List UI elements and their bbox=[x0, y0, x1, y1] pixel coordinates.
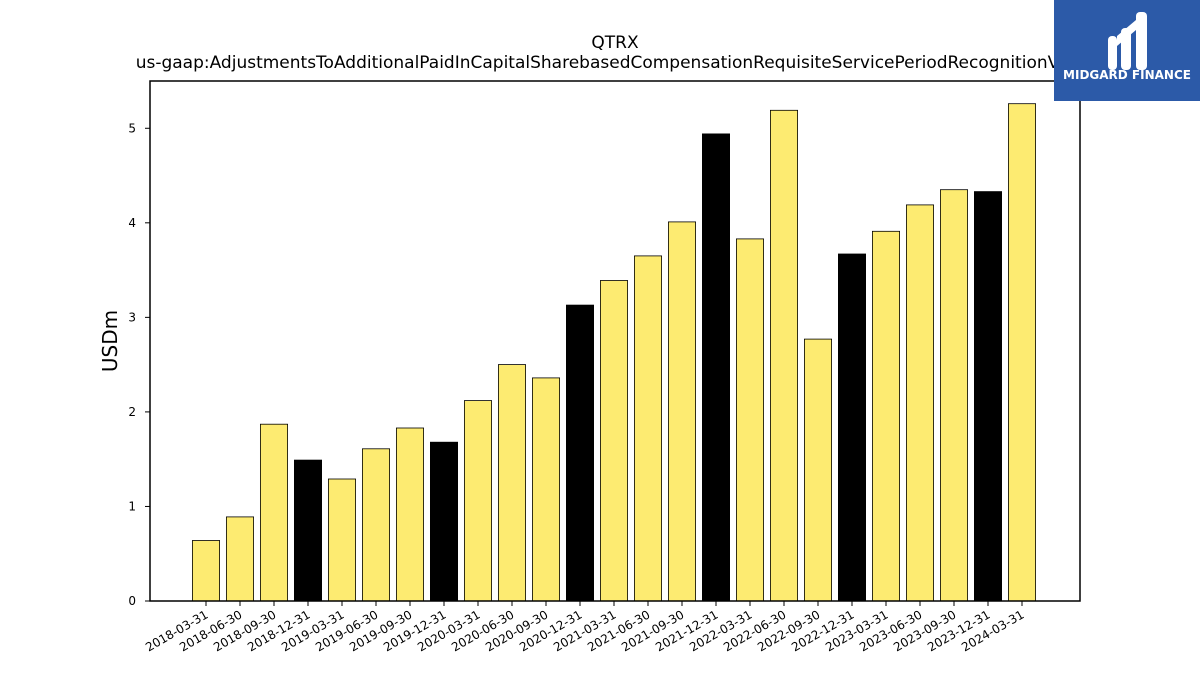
y-tick-label: 1 bbox=[128, 499, 136, 513]
bar bbox=[906, 204, 935, 602]
bar bbox=[225, 516, 254, 602]
bar bbox=[497, 364, 526, 602]
bar bbox=[429, 441, 458, 602]
y-tick-label: 0 bbox=[128, 594, 136, 608]
bar bbox=[532, 377, 561, 602]
y-axis-ticks: 0 1 2 3 4 5 bbox=[128, 121, 150, 608]
bar bbox=[974, 191, 1003, 602]
bar bbox=[736, 238, 765, 602]
bar bbox=[702, 133, 731, 602]
y-tick-label: 5 bbox=[128, 121, 136, 135]
logo-mark-icon bbox=[1108, 12, 1147, 70]
bar bbox=[566, 304, 595, 602]
bar bbox=[940, 189, 969, 602]
bar bbox=[191, 540, 220, 602]
bar bbox=[838, 253, 867, 602]
bar bbox=[668, 221, 697, 602]
chart-title: QTRX bbox=[591, 33, 639, 53]
y-tick-label: 4 bbox=[128, 216, 136, 230]
y-tick-label: 2 bbox=[128, 405, 136, 419]
bars bbox=[191, 103, 1037, 602]
bar bbox=[361, 448, 390, 602]
bar bbox=[770, 109, 799, 602]
brand-logo: MIDGARD FINANCE bbox=[1054, 0, 1200, 101]
y-axis-label: USDm bbox=[98, 310, 122, 372]
bar bbox=[259, 423, 288, 602]
bar bbox=[293, 459, 322, 602]
bar bbox=[327, 478, 356, 602]
plot-frame bbox=[149, 80, 1081, 602]
logo-text: MIDGARD FINANCE bbox=[1063, 68, 1191, 82]
bar bbox=[600, 280, 629, 602]
x-axis-ticks: 2018-03-312018-06-302018-09-302018-12-31… bbox=[143, 601, 1027, 654]
y-tick-label: 3 bbox=[128, 310, 136, 324]
bar bbox=[634, 255, 663, 602]
bar bbox=[395, 427, 424, 602]
bar bbox=[872, 230, 901, 602]
chart-subtitle: us-gaap:AdjustmentsToAdditionalPaidInCap… bbox=[136, 53, 1095, 73]
bar bbox=[1008, 103, 1037, 602]
bar bbox=[804, 338, 833, 602]
bar bbox=[463, 400, 492, 602]
